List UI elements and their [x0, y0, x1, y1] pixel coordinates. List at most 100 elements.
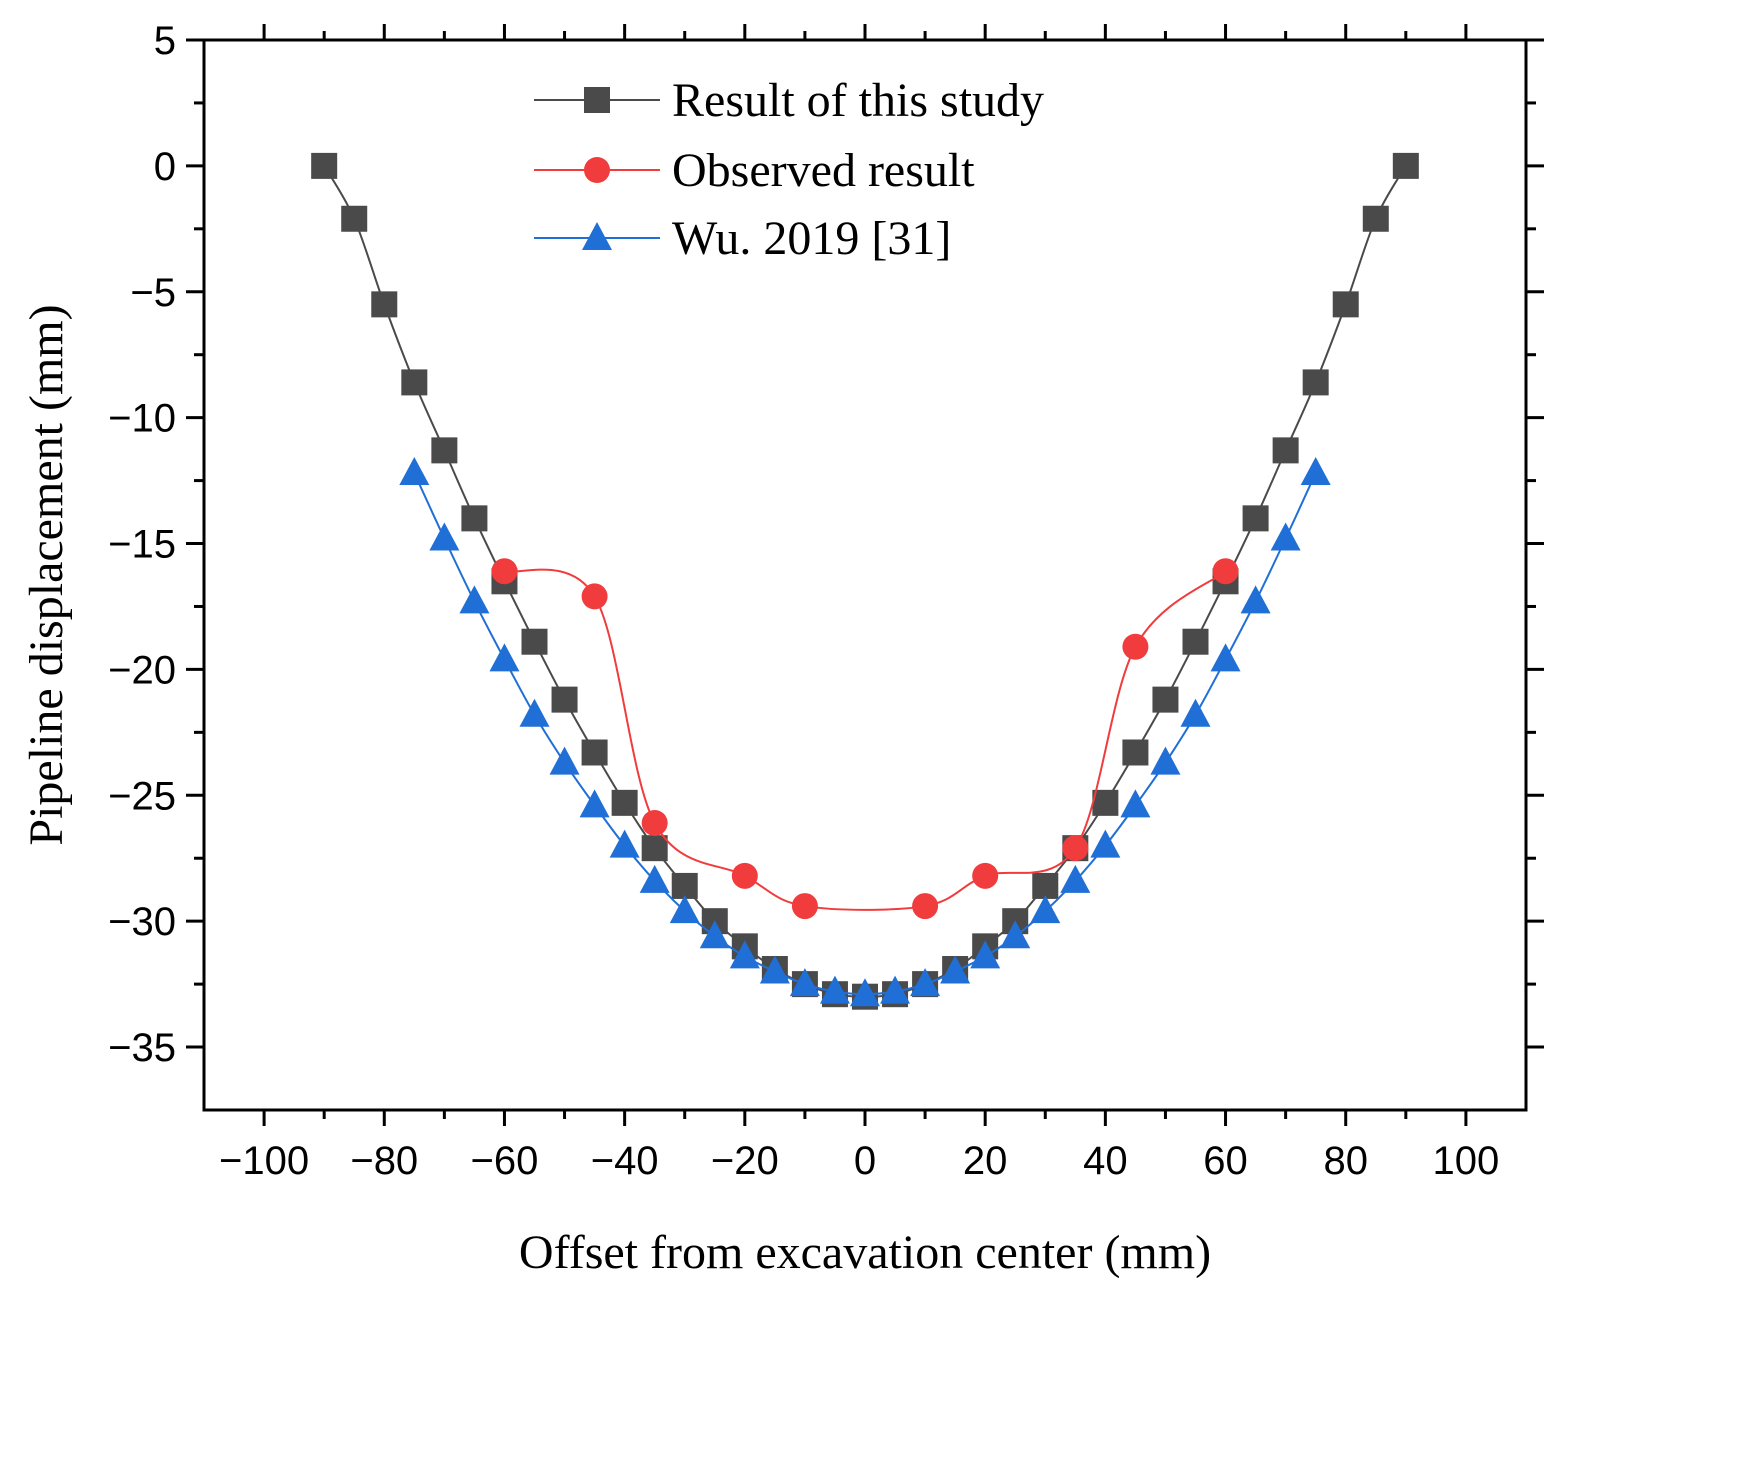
x-tick-label: −100: [219, 1139, 309, 1183]
legend-marker: [582, 222, 612, 250]
legend-label: Result of this study: [672, 74, 1044, 127]
data-point: [791, 893, 818, 920]
data-point: [1300, 457, 1331, 486]
series-layer: [311, 152, 1419, 1010]
legend-label: Observed result: [672, 144, 975, 197]
legend-marker: [584, 157, 610, 183]
data-point: [1210, 643, 1241, 672]
data-point: [1000, 920, 1031, 949]
data-point: [311, 152, 338, 179]
data-point: [1090, 829, 1121, 858]
data-point: [491, 558, 518, 585]
data-point: [581, 583, 608, 610]
data-point: [1032, 872, 1059, 899]
data-point: [1272, 437, 1299, 464]
x-tick-label: 60: [1203, 1139, 1248, 1183]
data-point: [910, 968, 941, 997]
data-point: [1270, 522, 1301, 551]
data-point: [699, 920, 730, 949]
data-point: [459, 585, 490, 614]
data-point: [1152, 686, 1179, 713]
data-point: [1182, 628, 1209, 655]
data-point: [1120, 789, 1151, 818]
data-point: [972, 862, 999, 889]
y-tick-label: −10: [108, 397, 176, 441]
data-point: [431, 437, 458, 464]
data-point: [1240, 585, 1271, 614]
x-tick-label: −60: [471, 1139, 539, 1183]
data-point: [609, 829, 640, 858]
data-point: [581, 739, 608, 766]
data-point: [671, 872, 698, 899]
data-point: [1122, 633, 1149, 660]
data-point: [819, 975, 850, 1004]
data-point: [1302, 369, 1329, 396]
data-point: [639, 864, 670, 893]
data-point: [521, 628, 548, 655]
data-point: [759, 955, 790, 984]
data-point: [912, 893, 939, 920]
data-point: [549, 746, 580, 775]
legend: Result of this study Observed result Wu. 2…: [534, 74, 1044, 265]
y-tick-label: −5: [130, 271, 176, 315]
series-line: [323, 165, 1407, 998]
x-tick-label: 80: [1323, 1139, 1368, 1183]
data-point: [341, 205, 368, 232]
data-point: [970, 940, 1001, 969]
series-square: [311, 152, 1419, 1010]
series-line: [413, 472, 1317, 996]
x-tick-label: 20: [963, 1139, 1008, 1183]
x-tick-label: −20: [711, 1139, 779, 1183]
data-point: [731, 862, 758, 889]
x-tick-label: 0: [854, 1139, 876, 1183]
legend-label: Wu. 2019 [31]: [672, 212, 951, 265]
data-point: [940, 955, 971, 984]
y-tick-label: −35: [108, 1026, 176, 1070]
data-point: [1062, 835, 1089, 862]
y-tick-label: −20: [108, 648, 176, 692]
y-axis-title: Pipeline displacement (mm): [20, 304, 73, 845]
y-tick-label: 0: [154, 145, 176, 189]
series-circle: [491, 558, 1239, 920]
data-point: [641, 835, 668, 862]
data-point: [1332, 291, 1359, 318]
x-tick-label: −80: [350, 1139, 418, 1183]
data-point: [399, 457, 430, 486]
data-point: [461, 505, 488, 532]
data-point: [1122, 739, 1149, 766]
data-point: [880, 975, 911, 1004]
data-point: [1180, 698, 1211, 727]
y-tick-label: −30: [108, 900, 176, 944]
x-axis-title: Offset from excavation center (mm): [519, 1226, 1211, 1279]
legend-marker: [584, 87, 610, 113]
data-point: [611, 789, 638, 816]
x-tick-label: 40: [1083, 1139, 1128, 1183]
y-tick-label: −15: [108, 523, 176, 567]
data-point: [1242, 505, 1269, 532]
data-point: [1150, 746, 1181, 775]
data-point: [1212, 558, 1239, 585]
data-point: [579, 789, 610, 818]
x-tick-label: 100: [1433, 1139, 1500, 1183]
data-point: [1092, 789, 1119, 816]
data-point: [489, 643, 520, 672]
data-point: [1392, 152, 1419, 179]
data-point: [669, 895, 700, 924]
series-triangle: [399, 457, 1331, 1007]
data-point: [1060, 864, 1091, 893]
data-point: [850, 978, 880, 1007]
data-point: [401, 369, 428, 396]
series-line: [504, 568, 1227, 911]
data-point: [429, 522, 460, 551]
data-point: [519, 698, 550, 727]
data-point: [789, 968, 820, 997]
y-tick-label: −25: [108, 774, 176, 818]
data-point: [1030, 895, 1061, 924]
axis-ticks: −100 −80 −60 −40 −20 0 20 40 60 80 100 5 0 −5 −10 −15 −2…: [108, 19, 1544, 1183]
data-point: [641, 809, 668, 836]
plot-frame: [202, 38, 1528, 1112]
data-point: [551, 686, 578, 713]
data-point: [729, 940, 760, 969]
data-point: [1362, 205, 1389, 232]
